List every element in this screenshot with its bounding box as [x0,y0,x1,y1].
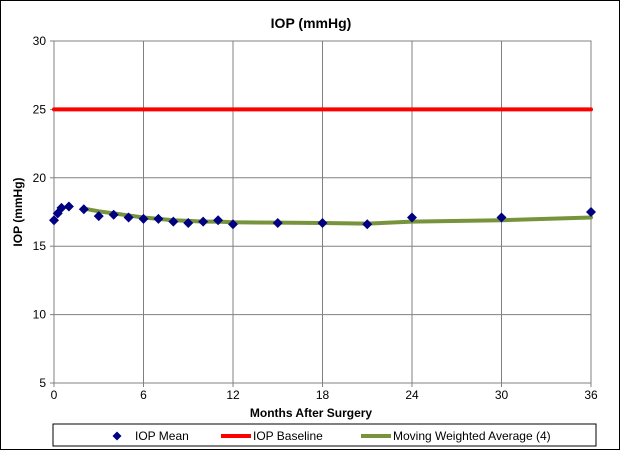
x-tick-label: 6 [140,388,147,402]
iop-mean-point [228,219,238,230]
iop-mean-point [168,216,179,227]
y-tick-label: 30 [33,34,47,48]
iop-mean-point [78,204,89,215]
x-axis-title: Months After Surgery [250,406,373,420]
iop-mean-point [198,216,209,227]
x-tick-label: 12 [226,388,240,402]
iop-mean-point [93,211,104,222]
chart-title: IOP (mmHg) [271,15,352,31]
x-tick-label: 36 [584,388,598,402]
legend-label: Moving Weighted Average (4) [393,429,551,443]
x-tick-label: 24 [405,388,419,402]
iop-mean-point [317,217,328,228]
iop-mean-point [586,207,596,217]
iop-mean-point [63,201,74,212]
iop-mean-point [362,219,373,230]
legend-label: IOP Baseline [253,429,323,443]
tick-layer: 0 6 12 18 24 30 36 5 10 15 20 25 30 [33,34,598,402]
y-tick-label: 15 [33,239,47,253]
legend-label: IOP Mean [135,429,189,443]
series-layer [49,107,596,230]
y-tick-label: 25 [33,102,47,116]
x-tick-label: 0 [51,388,58,402]
legend-swatch-iop-mean [112,431,122,441]
iop-mean-point [272,217,283,228]
x-tick-label: 18 [316,388,330,402]
y-tick-label: 5 [39,376,46,390]
x-tick-label: 30 [495,388,509,402]
iop-mean-point [153,213,164,224]
legend-box [52,423,597,447]
iop-mean-point [138,213,149,224]
iop-mean-point [183,217,194,228]
y-axis-title: IOP (mmHg) [11,177,25,246]
iop-mean-point [123,212,134,223]
iop-mean-point [56,202,67,213]
y-tick-label: 10 [33,308,47,322]
iop-mean-point [108,209,119,220]
y-tick-label: 20 [33,171,47,185]
legend-layer: IOP Mean IOP Baseline Moving Weighted Aver… [112,429,551,443]
iop-mean-point [49,215,59,226]
iop-mean-point [496,212,507,223]
iop-mean-point [407,212,417,223]
iop-mean-point [213,215,224,226]
